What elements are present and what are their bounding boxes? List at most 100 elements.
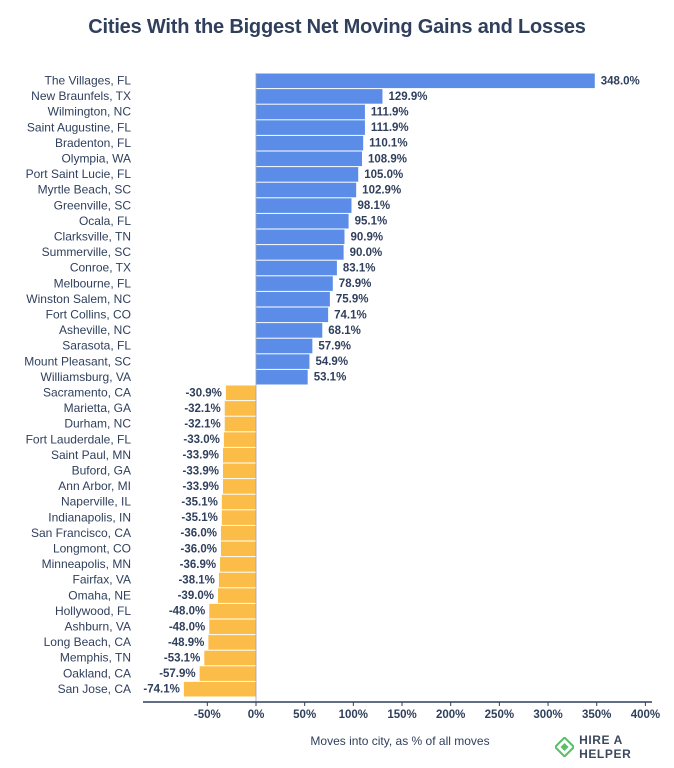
category-label: Melbourne, FL	[54, 276, 132, 290]
value-label: 75.9%	[336, 294, 369, 306]
category-label: Myrtle Beach, SC	[38, 183, 132, 197]
value-label: -35.1%	[181, 512, 217, 524]
value-label: -32.1%	[184, 403, 220, 415]
bar	[204, 650, 256, 666]
category-label: Sarasota, FL	[62, 339, 131, 353]
x-axis-label: Moves into city, as % of all moves	[310, 734, 490, 748]
bar	[209, 603, 256, 619]
bar	[209, 619, 256, 635]
category-label: Ann Arbor, MI	[58, 479, 131, 493]
value-label: -30.9%	[185, 387, 221, 399]
category-label: Saint Paul, MN	[51, 448, 131, 462]
value-label: -57.9%	[159, 668, 195, 680]
category-label: Hollywood, FL	[55, 604, 131, 618]
bar	[225, 385, 256, 401]
bar	[183, 681, 256, 697]
x-tick-label: 250%	[485, 709, 514, 721]
value-label: 95.1%	[355, 216, 388, 228]
hire-a-helper-logo: HIRE A HELPER	[555, 733, 674, 761]
category-label: Port Saint Lucie, FL	[26, 167, 132, 181]
category-label: New Braunfels, TX	[31, 89, 131, 103]
category-label: Buford, GA	[72, 463, 131, 477]
x-tick-label: 300%	[533, 709, 562, 721]
x-tick-label: 50%	[293, 709, 316, 721]
value-label: 102.9%	[362, 185, 401, 197]
value-label: -32.1%	[184, 419, 220, 431]
chart-title: Cities With the Biggest Net Moving Gains…	[88, 16, 586, 38]
bar	[222, 479, 256, 494]
value-label: 111.9%	[371, 122, 409, 134]
value-label: 90.0%	[350, 247, 383, 259]
category-label: Ocala, FL	[79, 214, 131, 228]
category-label: Wilmington, NC	[48, 105, 132, 119]
category-label: Naperville, IL	[61, 495, 131, 509]
value-label: 90.9%	[350, 231, 383, 243]
category-label: Asheville, NC	[59, 323, 131, 337]
category-label: Williamsburg, VA	[41, 370, 131, 384]
bar	[256, 276, 333, 291]
category-label: Fairfax, VA	[73, 573, 131, 587]
bar	[208, 635, 256, 650]
category-label: Clarksville, TN	[54, 229, 131, 243]
value-label: 54.9%	[315, 356, 348, 368]
category-label: Fort Lauderdale, FL	[26, 432, 132, 446]
category-label: Omaha, NE	[68, 588, 131, 602]
bar	[256, 104, 365, 120]
bar	[256, 182, 357, 198]
value-label: 78.9%	[339, 278, 372, 290]
category-label: Saint Augustine, FL	[27, 120, 131, 134]
bar	[222, 463, 256, 479]
category-label: Memphis, TN	[60, 651, 131, 665]
category-label: San Francisco, CA	[31, 526, 131, 540]
category-label: Indianapolis, IN	[48, 510, 131, 524]
value-label: 98.1%	[358, 200, 391, 212]
bar	[224, 416, 256, 432]
x-tick-label: 350%	[582, 709, 611, 721]
value-label: 105.0%	[364, 169, 403, 181]
category-label: Summerville, SC	[42, 245, 132, 259]
value-label: -48.9%	[168, 637, 204, 649]
value-label: -74.1%	[143, 684, 179, 696]
value-label: 129.9%	[388, 91, 427, 103]
bar	[256, 323, 323, 338]
value-label: -33.9%	[183, 465, 219, 477]
bar	[199, 666, 256, 681]
hire-a-helper-logo-icon	[555, 737, 575, 757]
value-label: 348.0%	[601, 75, 640, 87]
value-label: -36.9%	[180, 559, 216, 571]
bar	[256, 260, 337, 276]
bar	[256, 120, 365, 135]
category-label: Fort Collins, CO	[46, 307, 131, 321]
bar	[256, 245, 344, 260]
value-label: -33.0%	[183, 434, 219, 446]
bar	[222, 447, 256, 463]
brand-name: HIRE A HELPER	[579, 733, 632, 761]
bar	[256, 369, 308, 385]
x-tick-label: 100%	[339, 709, 368, 721]
category-label: Sacramento, CA	[43, 385, 131, 399]
bar	[256, 198, 352, 213]
value-label: 108.9%	[368, 153, 407, 165]
bar	[256, 354, 310, 369]
category-label: Mount Pleasant, SC	[24, 354, 131, 368]
value-label: -33.9%	[183, 450, 219, 462]
bar	[256, 135, 364, 151]
category-label: Oakland, CA	[63, 666, 131, 680]
value-label: -48.0%	[169, 606, 205, 618]
bar	[223, 432, 256, 447]
category-label: Conroe, TX	[70, 261, 131, 275]
category-label: Marietta, GA	[64, 401, 131, 415]
bar	[221, 494, 256, 510]
value-label: 57.9%	[318, 341, 351, 353]
category-label: The Villages, FL	[45, 73, 132, 87]
category-label: Winston Salem, NC	[26, 292, 131, 306]
x-tick-label: 400%	[631, 709, 660, 721]
category-label: San Jose, CA	[58, 682, 131, 696]
category-label: Minneapolis, MN	[42, 557, 131, 571]
value-label: 110.1%	[369, 138, 407, 150]
bar	[220, 525, 256, 541]
bar	[220, 541, 256, 557]
bar	[218, 572, 256, 588]
value-label: -36.0%	[181, 543, 217, 555]
value-label: -39.0%	[178, 590, 214, 602]
